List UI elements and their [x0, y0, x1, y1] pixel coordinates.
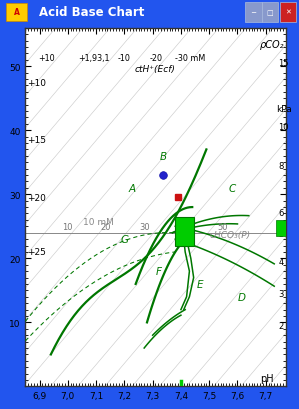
Text: A: A: [129, 184, 136, 193]
Text: F: F: [155, 267, 161, 276]
Text: 50: 50: [217, 223, 228, 232]
Text: pH: pH: [260, 373, 274, 383]
Text: 30: 30: [139, 223, 150, 232]
Text: G: G: [120, 235, 128, 245]
Text: □: □: [266, 10, 273, 16]
Text: ✕: ✕: [285, 10, 291, 16]
Text: +25: +25: [27, 248, 46, 257]
Text: -10: -10: [117, 54, 130, 63]
Text: cHCO₃(P): cHCO₃(P): [209, 231, 250, 240]
Text: 5: 5: [278, 230, 284, 239]
Text: D: D: [237, 292, 245, 302]
Text: 10: 10: [278, 123, 289, 132]
Text: kPa: kPa: [276, 105, 292, 114]
Text: ρCO₂: ρCO₂: [260, 40, 285, 50]
Text: 10: 10: [62, 223, 72, 232]
Text: C: C: [229, 184, 236, 193]
Text: +1,93,1: +1,93,1: [78, 54, 109, 63]
Text: A: A: [13, 9, 19, 17]
Bar: [262, 2, 278, 23]
Text: 8: 8: [278, 162, 284, 171]
Text: +10: +10: [38, 54, 55, 63]
Text: +10: +10: [27, 79, 46, 88]
Text: 40: 40: [178, 223, 189, 232]
Bar: [175, 217, 194, 246]
Text: ─: ─: [251, 10, 256, 16]
Text: 3: 3: [278, 289, 284, 298]
Text: +15: +15: [27, 136, 46, 145]
Text: 15: 15: [278, 59, 289, 68]
Text: +20: +20: [27, 193, 46, 202]
Text: -20: -20: [150, 54, 163, 63]
Text: B: B: [160, 152, 167, 162]
Text: Acid Base Chart: Acid Base Chart: [39, 7, 144, 19]
Text: 6: 6: [278, 208, 284, 217]
Text: E: E: [196, 279, 203, 290]
Text: 10 mM: 10 mM: [83, 218, 114, 227]
Text: ctH⁺(Ecf): ctH⁺(Ecf): [135, 65, 176, 74]
Text: 4: 4: [278, 257, 284, 266]
Text: 2: 2: [278, 321, 284, 330]
Bar: [280, 2, 296, 23]
Bar: [276, 220, 287, 236]
Text: 20: 20: [100, 223, 111, 232]
Bar: [245, 2, 262, 23]
Bar: [6, 4, 27, 22]
Text: I: I: [179, 228, 182, 238]
Text: -30 mM: -30 mM: [175, 54, 205, 63]
